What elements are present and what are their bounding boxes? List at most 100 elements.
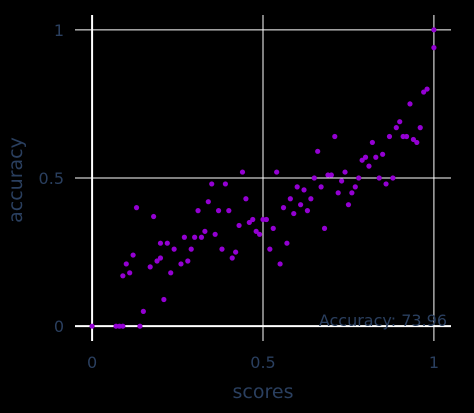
data-point [431, 27, 437, 33]
data-point [246, 219, 252, 226]
data-point [315, 148, 321, 154]
data-point [318, 184, 324, 190]
data-point [301, 187, 307, 193]
x-axis-title: scores [233, 381, 294, 403]
data-point [192, 234, 198, 240]
y-axis-title: accuracy [5, 137, 27, 223]
data-point [280, 205, 287, 211]
data-point [342, 169, 348, 175]
data-point [120, 273, 126, 279]
data-point [212, 231, 218, 237]
data-point [308, 196, 314, 202]
data-point [263, 216, 270, 223]
data-point [397, 119, 403, 125]
data-point [362, 154, 369, 160]
data-point [311, 175, 317, 181]
y-tick-label: 0 [54, 317, 64, 336]
data-point [407, 101, 413, 107]
data-point [274, 169, 280, 175]
data-point [284, 240, 290, 246]
y-tick-label: 0.5 [39, 169, 64, 188]
data-point [137, 323, 143, 329]
data-point [345, 202, 352, 208]
data-point [123, 261, 129, 267]
accuracy-annotation: Accuracy: 73.96 [319, 311, 447, 330]
data-point [294, 184, 300, 190]
data-point [328, 172, 334, 178]
data-point [198, 234, 205, 240]
data-point [154, 258, 160, 264]
data-point [147, 264, 153, 270]
data-point [277, 261, 283, 267]
data-point [250, 216, 256, 223]
data-point [421, 89, 427, 95]
grid-lines [75, 15, 451, 341]
y-tick-labels: 00.51 [39, 21, 64, 336]
data-point [403, 133, 410, 140]
data-point [291, 210, 297, 217]
data-point [140, 308, 146, 314]
data-point [89, 323, 95, 329]
x-tick-label: 0 [87, 353, 97, 372]
data-point [414, 139, 420, 146]
data-point [120, 323, 126, 329]
data-point [335, 190, 341, 196]
data-point [236, 222, 242, 229]
data-point [243, 196, 249, 202]
data-point [369, 139, 375, 146]
data-point [339, 178, 345, 184]
data-point [376, 175, 382, 181]
data-point [222, 181, 228, 187]
data-point [287, 196, 293, 202]
data-point [164, 240, 170, 246]
data-point [226, 208, 232, 214]
x-tick-label: 1 [429, 353, 439, 372]
data-point [130, 252, 136, 258]
data-point [188, 246, 194, 252]
data-point [168, 270, 174, 276]
data-point [157, 240, 164, 246]
data-point [133, 205, 140, 211]
data-point [181, 234, 187, 240]
data-point [151, 213, 157, 220]
data-point [356, 175, 362, 181]
data-point [393, 125, 399, 131]
data-point [256, 231, 263, 237]
data-point [304, 208, 311, 214]
data-point [390, 175, 396, 181]
data-point [366, 163, 372, 169]
data-point [157, 255, 164, 261]
data-point [171, 246, 177, 252]
data-point [373, 154, 379, 160]
data-point [380, 151, 386, 157]
data-point [202, 228, 208, 234]
data-point [185, 258, 191, 264]
data-point [417, 125, 423, 131]
data-point [215, 208, 222, 214]
data-point [161, 296, 167, 303]
data-point [349, 190, 355, 196]
data-point [229, 255, 235, 261]
data-point [332, 133, 338, 140]
data-point [178, 261, 184, 267]
data-point [383, 181, 389, 187]
data-point [410, 136, 416, 143]
data-point [424, 86, 430, 92]
data-point [205, 199, 211, 205]
data-point [127, 270, 133, 276]
data-point [239, 169, 246, 175]
data-point [321, 225, 328, 231]
data-point [431, 45, 437, 51]
data-points [89, 27, 437, 329]
data-point [298, 202, 304, 208]
data-point [352, 184, 358, 190]
data-point [233, 249, 239, 255]
data-point [270, 225, 276, 231]
y-tick-label: 1 [54, 21, 64, 40]
data-point [219, 246, 225, 252]
x-tick-labels: 0 0.5 1 [87, 353, 439, 372]
data-point [267, 246, 273, 252]
